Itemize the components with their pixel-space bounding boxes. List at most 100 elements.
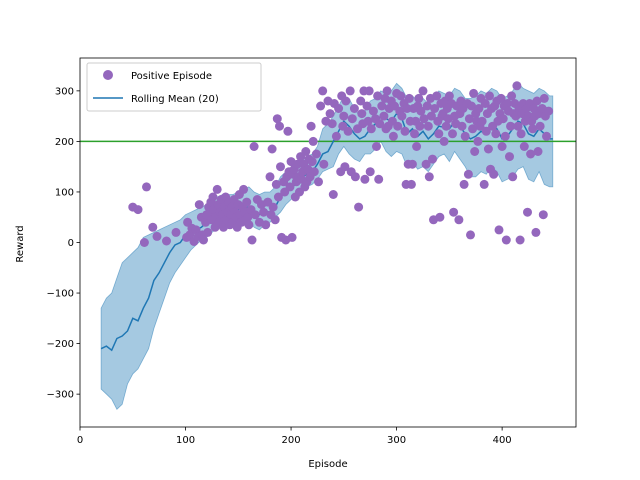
positive-episode-point xyxy=(439,136,449,146)
positive-episode-point xyxy=(311,149,321,159)
positive-episode-point xyxy=(350,172,360,182)
positive-episode-point xyxy=(428,154,437,164)
positive-episode-point xyxy=(416,106,426,116)
positive-episode-point xyxy=(239,184,249,194)
positive-episode-point xyxy=(538,210,548,220)
positive-episode-point xyxy=(268,202,278,212)
positive-episode-point xyxy=(261,220,271,230)
positive-episode-point xyxy=(287,232,297,242)
positive-episode-point xyxy=(468,124,478,134)
positive-episode-point xyxy=(388,131,398,141)
positive-episode-point xyxy=(397,111,407,121)
plot-area xyxy=(80,81,576,410)
positive-episode-point xyxy=(372,142,381,151)
positive-episode-point xyxy=(265,172,275,182)
positive-episode-point xyxy=(419,114,429,124)
positive-episode-point xyxy=(292,159,302,169)
y-tick-label: −300 xyxy=(47,390,74,401)
positive-episode-point xyxy=(270,215,280,225)
positive-episode-point xyxy=(513,121,523,131)
positive-episode-point xyxy=(334,104,344,113)
positive-episode-point xyxy=(507,91,517,101)
positive-episode-point xyxy=(498,114,508,124)
positive-episode-point xyxy=(285,182,295,192)
positive-episode-point xyxy=(375,119,385,129)
positive-episode-point xyxy=(500,131,510,141)
positive-episode-point xyxy=(506,121,516,131)
positive-episode-point xyxy=(491,129,501,139)
positive-episode-point xyxy=(243,212,253,222)
positive-episode-point xyxy=(470,147,480,156)
positive-episode-point xyxy=(357,109,367,119)
positive-episode-point xyxy=(469,88,479,98)
positive-episode-point xyxy=(275,121,284,131)
positive-episode-point xyxy=(319,159,329,169)
positive-episode-point xyxy=(328,190,338,199)
positive-episode-point xyxy=(379,111,389,121)
positive-episode-point xyxy=(340,162,350,172)
y-tick-label: 0 xyxy=(68,238,74,249)
positive-episode-point xyxy=(533,147,543,156)
positive-episode-point xyxy=(377,101,387,111)
positive-episode-point xyxy=(360,174,370,184)
positive-episode-point xyxy=(276,162,285,172)
x-tick-label: 300 xyxy=(387,435,406,446)
positive-episode-point xyxy=(532,96,542,106)
positive-episode-point xyxy=(457,121,467,131)
positive-episode-point xyxy=(463,169,473,179)
positive-episode-point xyxy=(354,202,364,212)
positive-episode-point xyxy=(418,86,428,96)
positive-episode-point xyxy=(421,159,431,169)
positive-episode-point xyxy=(464,114,474,124)
legend-box xyxy=(86,62,262,112)
positive-episode-point xyxy=(142,182,151,192)
positive-episode-point xyxy=(316,101,326,111)
positive-episode-point xyxy=(345,86,355,96)
positive-episode-point xyxy=(139,238,149,247)
positive-episode-point xyxy=(448,129,457,139)
positive-episode-point xyxy=(494,225,504,235)
axes: 0 100 200 300 400 −300 −200 −100 0 100 200 300 xyxy=(47,57,577,446)
positive-episode-point xyxy=(366,124,376,134)
positive-episode-point xyxy=(412,142,422,151)
x-tick-label: 100 xyxy=(176,435,195,446)
x-tick-label: 0 xyxy=(77,435,83,446)
positive-episode-point xyxy=(272,114,282,124)
positive-episode-point xyxy=(426,111,436,121)
positive-episode-point xyxy=(306,121,316,131)
legend: Positive Episode Rolling Mean (20) xyxy=(86,62,262,112)
positive-episode-point xyxy=(515,235,525,245)
positive-episode-point xyxy=(133,205,143,215)
positive-episode-point xyxy=(250,210,260,220)
plot-content xyxy=(80,81,576,410)
positive-episode-point xyxy=(148,222,158,232)
positive-episode-point xyxy=(407,159,417,169)
positive-episode-point xyxy=(368,106,378,116)
legend-label-rolling-mean: Rolling Mean (20) xyxy=(131,94,219,105)
positive-episode-point xyxy=(365,167,375,177)
positive-episode-point xyxy=(171,227,181,237)
positive-episode-point xyxy=(501,235,511,245)
positive-episode-point xyxy=(247,235,257,245)
positive-episode-point xyxy=(152,231,162,241)
positive-episode-point xyxy=(528,124,538,134)
positive-episode-point xyxy=(249,142,259,151)
positive-episode-point xyxy=(362,101,372,111)
positive-episode-point xyxy=(424,172,434,182)
positive-episode-point xyxy=(435,212,445,222)
x-tick-label: 200 xyxy=(282,435,301,446)
positive-episode-point xyxy=(327,119,337,129)
positive-episode-point xyxy=(415,121,425,131)
positive-episode-point xyxy=(308,136,318,146)
positive-episode-point xyxy=(460,131,470,141)
positive-episode-point xyxy=(508,172,518,182)
positive-episode-point xyxy=(283,126,293,136)
positive-episode-point xyxy=(516,129,526,139)
positive-episode-point xyxy=(483,144,493,154)
positive-episode-point xyxy=(406,179,416,189)
positive-episode-point xyxy=(544,106,554,116)
positive-episode-point xyxy=(404,93,414,103)
positive-episode-point xyxy=(341,96,351,106)
positive-episode-point xyxy=(373,91,383,101)
positive-episode-point xyxy=(496,93,506,103)
